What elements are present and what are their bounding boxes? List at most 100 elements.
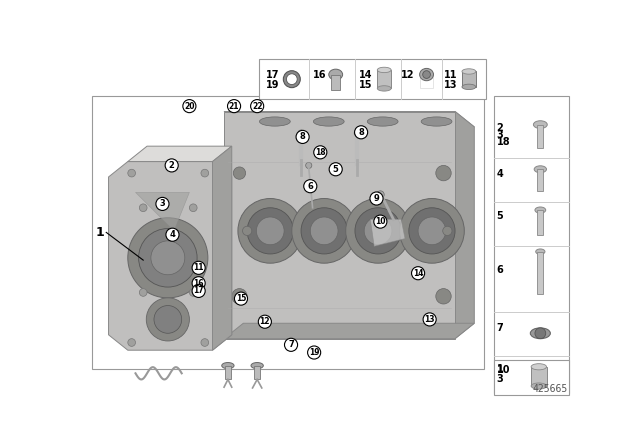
Text: 10: 10 — [375, 217, 386, 226]
Text: 19: 19 — [309, 348, 319, 357]
Ellipse shape — [462, 69, 476, 74]
Text: 425665: 425665 — [533, 384, 568, 394]
Text: 7: 7 — [288, 340, 294, 349]
Circle shape — [355, 208, 401, 254]
Text: 3: 3 — [159, 199, 165, 208]
Text: 15: 15 — [359, 80, 372, 90]
Polygon shape — [136, 192, 189, 231]
Circle shape — [234, 167, 246, 179]
Circle shape — [128, 218, 208, 298]
Ellipse shape — [422, 71, 431, 78]
Text: 18: 18 — [315, 148, 326, 157]
Text: 3: 3 — [497, 375, 504, 384]
Circle shape — [147, 298, 189, 341]
Text: 3: 3 — [497, 129, 504, 140]
Text: 11: 11 — [444, 69, 457, 80]
Circle shape — [183, 99, 196, 112]
FancyBboxPatch shape — [225, 366, 231, 379]
Circle shape — [243, 226, 252, 236]
Polygon shape — [109, 162, 232, 350]
Circle shape — [232, 289, 247, 304]
Circle shape — [346, 198, 410, 263]
Circle shape — [251, 99, 264, 112]
Ellipse shape — [531, 364, 547, 370]
Text: 14: 14 — [359, 69, 372, 80]
Circle shape — [257, 217, 284, 245]
Text: 16: 16 — [312, 69, 326, 80]
Ellipse shape — [367, 117, 398, 126]
Ellipse shape — [421, 117, 452, 126]
Ellipse shape — [251, 362, 263, 369]
Circle shape — [436, 289, 451, 304]
Circle shape — [285, 338, 298, 351]
Text: 8: 8 — [300, 133, 305, 142]
Text: 5: 5 — [333, 165, 339, 174]
Ellipse shape — [531, 328, 550, 339]
Circle shape — [189, 204, 197, 211]
Text: 2: 2 — [169, 161, 175, 170]
Circle shape — [412, 267, 424, 280]
Text: 12: 12 — [260, 317, 270, 326]
Text: 2: 2 — [497, 123, 504, 133]
Circle shape — [310, 217, 338, 245]
Circle shape — [308, 346, 321, 359]
Circle shape — [329, 163, 342, 176]
Circle shape — [535, 371, 546, 382]
Text: 17: 17 — [193, 286, 204, 295]
Text: 1: 1 — [497, 365, 504, 375]
FancyBboxPatch shape — [92, 96, 484, 370]
FancyBboxPatch shape — [259, 59, 486, 99]
Circle shape — [355, 126, 367, 139]
FancyBboxPatch shape — [537, 125, 543, 148]
Text: 10: 10 — [497, 365, 510, 375]
Circle shape — [140, 289, 147, 296]
Circle shape — [128, 339, 136, 346]
Ellipse shape — [378, 67, 391, 73]
Text: 15: 15 — [236, 294, 246, 303]
Ellipse shape — [284, 71, 300, 88]
Ellipse shape — [259, 117, 291, 126]
Circle shape — [201, 339, 209, 346]
Ellipse shape — [462, 84, 476, 90]
Polygon shape — [224, 112, 474, 127]
Ellipse shape — [531, 383, 547, 389]
Ellipse shape — [534, 166, 547, 173]
Text: 9: 9 — [374, 194, 380, 203]
Circle shape — [227, 99, 241, 112]
Text: 13: 13 — [424, 315, 435, 324]
Circle shape — [201, 169, 209, 177]
Circle shape — [301, 208, 348, 254]
FancyBboxPatch shape — [493, 360, 569, 395]
Circle shape — [306, 162, 312, 168]
Circle shape — [298, 130, 304, 136]
Circle shape — [234, 292, 248, 305]
Circle shape — [189, 289, 197, 296]
Polygon shape — [224, 323, 474, 339]
Circle shape — [364, 217, 392, 245]
Text: 18: 18 — [497, 137, 510, 146]
Polygon shape — [212, 146, 232, 350]
FancyBboxPatch shape — [537, 169, 543, 191]
Ellipse shape — [378, 86, 391, 91]
Ellipse shape — [329, 69, 342, 80]
Text: 4: 4 — [170, 230, 175, 239]
Polygon shape — [455, 112, 474, 339]
Polygon shape — [224, 112, 455, 339]
Text: 19: 19 — [266, 80, 280, 90]
FancyBboxPatch shape — [331, 74, 340, 90]
Ellipse shape — [533, 121, 547, 129]
Polygon shape — [128, 146, 232, 162]
FancyBboxPatch shape — [378, 70, 391, 88]
Ellipse shape — [529, 372, 552, 381]
FancyBboxPatch shape — [537, 252, 543, 294]
Circle shape — [192, 277, 205, 290]
Ellipse shape — [221, 362, 234, 369]
Circle shape — [374, 215, 387, 228]
Circle shape — [192, 284, 205, 297]
Text: 21: 21 — [229, 102, 239, 111]
Circle shape — [376, 191, 384, 198]
Circle shape — [192, 261, 205, 274]
Circle shape — [139, 228, 197, 287]
Text: 7: 7 — [497, 323, 504, 333]
Text: 6: 6 — [497, 265, 504, 275]
